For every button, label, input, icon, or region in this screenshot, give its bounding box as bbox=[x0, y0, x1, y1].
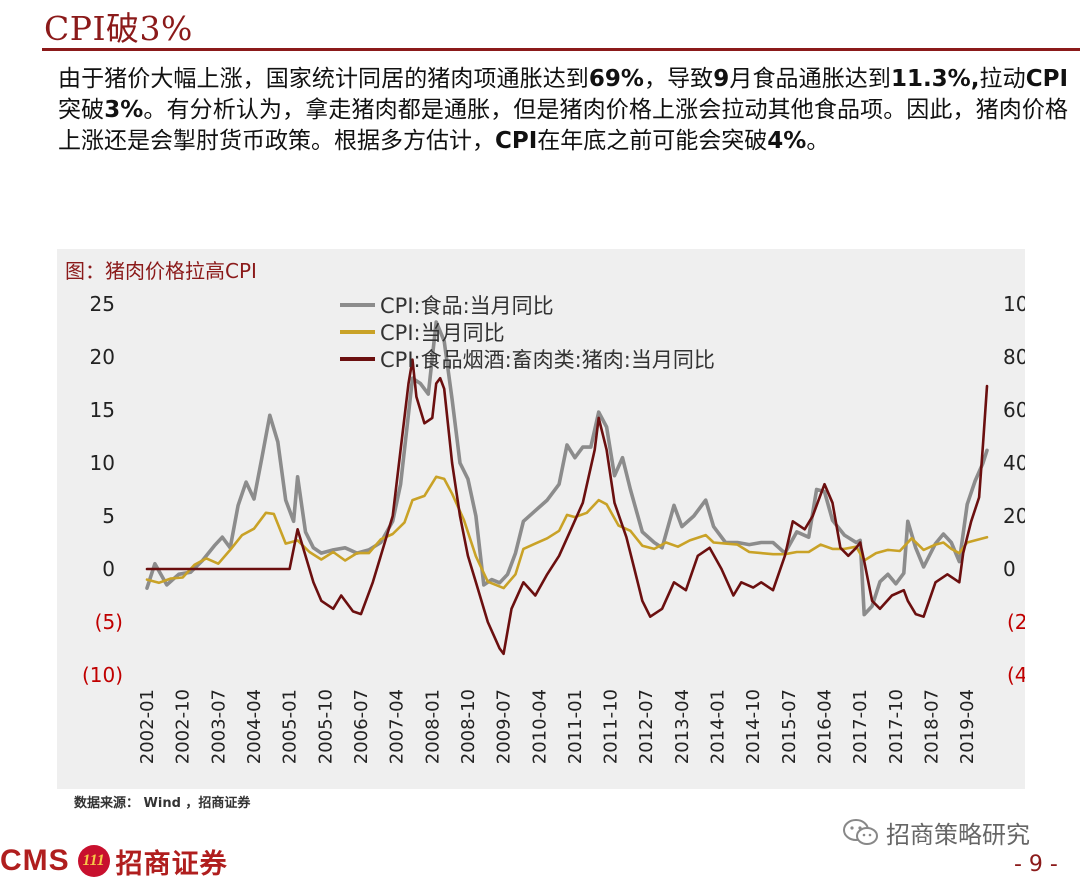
page-title: CPI破3% bbox=[44, 9, 193, 48]
chart-canvas: 图：猪肉价格拉高CPI2520151050(5)(10)100806040200… bbox=[65, 259, 1025, 764]
x-axis-tick-label: 2016-04 bbox=[815, 689, 836, 764]
legend-label: CPI:食品烟酒:畜肉类:猪肉:当月同比 bbox=[380, 348, 715, 372]
paragraph-segment: CPI bbox=[1025, 66, 1069, 92]
right-axis-tick-label: 0 bbox=[1003, 557, 1016, 581]
logo-text-cn: 招商证券 bbox=[115, 848, 228, 880]
right-axis-tick-label: 40 bbox=[1003, 451, 1025, 475]
legend-label: CPI:当月同比 bbox=[380, 321, 505, 345]
right-axis-tick-label: (40) bbox=[1007, 663, 1025, 687]
x-axis-tick-label: 2003-07 bbox=[208, 689, 229, 764]
wechat-name: 招商策略研究 bbox=[886, 821, 1030, 849]
paragraph-segment: 拉动 bbox=[979, 66, 1026, 92]
body-paragraph: 由于猪价大幅上涨，国家统计同居的猪肉项通胀达到69%，导致9月食品通胀达到11.… bbox=[58, 64, 1068, 157]
x-axis-tick-label: 2007-04 bbox=[387, 689, 408, 764]
logo-text-en: CMS bbox=[0, 844, 70, 877]
x-axis-tick-label: 2011-10 bbox=[601, 689, 622, 764]
x-axis-tick-label: 2008-01 bbox=[422, 689, 443, 764]
left-axis-tick-label: 10 bbox=[90, 451, 115, 475]
paragraph-segment: 69% bbox=[588, 66, 644, 92]
x-axis-tick-label: 2005-10 bbox=[315, 689, 336, 764]
series-line bbox=[145, 358, 989, 656]
paragraph-segment: ，导致 bbox=[643, 66, 714, 92]
logo-badge-icon: 111 bbox=[77, 845, 110, 877]
x-axis-tick-label: 2017-01 bbox=[850, 689, 871, 764]
chart-title: 图：猪肉价格拉高CPI bbox=[65, 259, 257, 283]
left-axis-tick-label: 20 bbox=[90, 345, 115, 369]
right-axis-tick-label: 100 bbox=[1003, 292, 1025, 316]
data-source: 数据来源： Wind ，招商证券 bbox=[74, 796, 251, 811]
wechat-icon bbox=[843, 818, 878, 845]
x-axis-tick-label: 2014-01 bbox=[708, 689, 729, 764]
series-line bbox=[145, 475, 989, 590]
paragraph-segment: 月食品通胀达到 bbox=[729, 66, 891, 92]
x-axis-tick-label: 2011-01 bbox=[565, 689, 586, 764]
paragraph-segment: 9 bbox=[713, 66, 730, 92]
left-axis-tick-label: (5) bbox=[95, 610, 123, 634]
paragraph-segment: 。 bbox=[806, 128, 830, 154]
left-axis-tick-label: (10) bbox=[82, 663, 123, 687]
x-axis-tick-label: 2009-07 bbox=[494, 689, 515, 764]
x-axis-tick-label: 2005-01 bbox=[280, 689, 301, 764]
paragraph-segment: 由于猪价大幅上涨，国家统计同居的猪肉项通胀达到 bbox=[58, 66, 589, 92]
paragraph-segment: 3% bbox=[104, 97, 144, 123]
legend-label: CPI:食品:当月同比 bbox=[380, 294, 554, 318]
x-axis-tick-label: 2008-10 bbox=[458, 689, 479, 764]
paragraph-segment: CPI bbox=[495, 128, 538, 154]
title-divider bbox=[42, 48, 1080, 51]
paragraph-segment: 突破 bbox=[58, 97, 105, 123]
x-axis-tick-label: 2006-07 bbox=[351, 689, 372, 764]
left-axis-tick-label: 5 bbox=[102, 504, 115, 528]
x-axis-tick-label: 2002-10 bbox=[173, 689, 194, 764]
x-axis-tick-label: 2019-04 bbox=[957, 689, 978, 764]
right-axis-tick-label: 80 bbox=[1003, 345, 1025, 369]
right-axis-tick-label: (20) bbox=[1007, 610, 1025, 634]
paragraph-segment: 11.3%, bbox=[890, 66, 980, 92]
left-axis-tick-label: 25 bbox=[90, 292, 115, 316]
page-number: - 9 - bbox=[1014, 852, 1058, 877]
x-axis-tick-label: 2018-07 bbox=[922, 689, 943, 764]
x-axis-tick-label: 2012-07 bbox=[636, 689, 657, 764]
x-axis-tick-label: 2014-10 bbox=[743, 689, 764, 764]
series-line bbox=[145, 320, 989, 617]
paragraph-segment: 4% bbox=[767, 128, 807, 154]
x-axis-tick-label: 2002-01 bbox=[137, 689, 158, 764]
wechat-account: 招商策略研究 bbox=[842, 815, 1030, 850]
x-axis-tick-label: 2015-07 bbox=[779, 689, 800, 764]
paragraph-segment: 在年底之前可能会突破 bbox=[537, 128, 768, 154]
right-axis-tick-label: 20 bbox=[1003, 504, 1025, 528]
left-axis-tick-label: 0 bbox=[102, 557, 115, 581]
company-logo: CMS 111 招商证券 bbox=[0, 842, 228, 880]
paragraph-segment: 。有分析认为，拿走猪肉都是通胀，但是猪肉价格上涨会拉动其他食品项。因此，猪肉价格… bbox=[58, 97, 1069, 154]
x-axis-tick-label: 2017-10 bbox=[886, 689, 907, 764]
chart-panel: 图：猪肉价格拉高CPI2520151050(5)(10)100806040200… bbox=[57, 249, 1025, 789]
left-axis-tick-label: 15 bbox=[90, 398, 115, 422]
right-axis-tick-label: 60 bbox=[1003, 398, 1025, 422]
x-axis-tick-label: 2013-04 bbox=[672, 689, 693, 764]
x-axis-tick-label: 2010-04 bbox=[529, 689, 550, 764]
x-axis-tick-label: 2004-04 bbox=[244, 689, 265, 764]
